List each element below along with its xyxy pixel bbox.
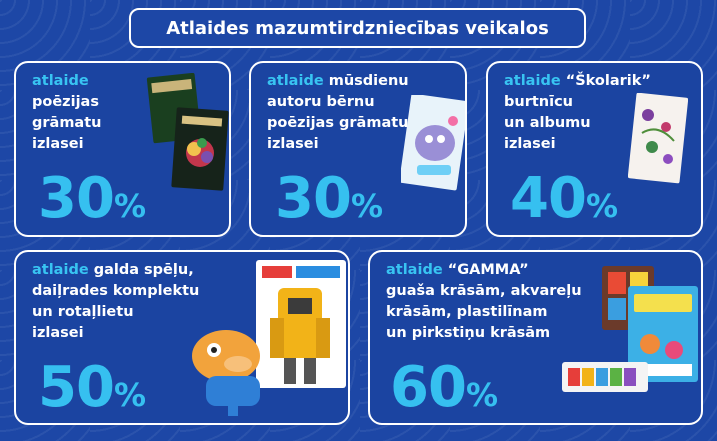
percent-sign: % [465,376,498,414]
percent-sign: % [585,187,618,225]
percent-sign: % [113,376,146,414]
discount-value: 40 [510,166,587,231]
promo-description: galda spēļu, daiļrades komplektu un rota… [32,262,200,341]
promo-card-children-poetry: atlaide mūsdienu autoru bērnu poēzijas g… [249,61,467,237]
promo-card-poetry-books: atlaide poēzijas grāmatu izlasei 30% [14,61,231,237]
discount-value: 30 [275,166,352,231]
notebook-image [628,93,688,184]
children-book-image [401,95,465,191]
discount-percent: 60% [390,360,498,416]
promo-highlight: atlaide [386,262,443,278]
discount-percent: 40% [510,171,618,227]
promo-text: atlaide galda spēļu, daiļrades komplektu… [32,260,199,344]
promo-highlight: atlaide [504,73,561,89]
discount-value: 60 [390,355,467,420]
discount-value: 30 [38,166,115,231]
page-title: Atlaides mazumtirdzniecības veikalos [166,17,549,39]
promo-text: atlaide mūsdienu autoru bērnu poēzijas g… [267,71,409,155]
promo-text: atlaide “Školarik” burtnīcu un albumu iz… [504,71,651,155]
promo-description: “Školarik” burtnīcu un albumu izlasei [504,73,651,152]
promo-description: “GAMMA” guaša krāsām, akvareļu krāsām, p… [386,262,582,341]
promo-highlight: atlaide [32,262,89,278]
percent-sign: % [350,187,383,225]
promo-card-skolarik: atlaide “Školarik” burtnīcu un albumu iz… [486,61,703,237]
discount-value: 50 [38,355,115,420]
discount-percent: 30% [275,171,383,227]
promo-highlight: atlaide [267,73,324,89]
promo-card-toys-games: atlaide galda spēļu, daiļrades komplektu… [14,250,350,425]
discount-percent: 50% [38,360,146,416]
promo-description: mūsdienu autoru bērnu poēzijas grāmatu i… [267,73,409,152]
percent-sign: % [113,187,146,225]
poetry-books-image [146,73,229,191]
promo-highlight: atlaide [32,73,89,89]
promo-description: poēzijas grāmatu izlasei [32,94,102,152]
promo-text: atlaide poēzijas grāmatu izlasei [32,71,101,155]
discount-percent: 30% [38,171,146,227]
toys-image [192,260,346,416]
promo-card-gamma-paints: atlaide “GAMMA” guaša krāsām, akvareļu k… [368,250,703,425]
promo-text: atlaide “GAMMA” guaša krāsām, akvareļu k… [386,260,582,344]
header-title-box: Atlaides mazumtirdzniecības veikalos [129,8,586,48]
paints-image [562,266,698,392]
